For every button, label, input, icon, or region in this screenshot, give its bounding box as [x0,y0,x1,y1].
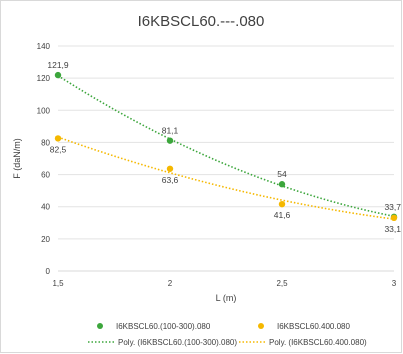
data-label: 54 [277,169,287,179]
y-tick-label: 80 [41,138,50,147]
y-tick-label: 40 [41,203,50,212]
trendlines [57,74,395,220]
data-point [278,200,286,208]
data-points [54,71,398,222]
trendline [57,74,395,218]
y-tick-label: 100 [37,106,51,115]
axis-ticks: 0 20 40 60 80 100 120 140 1,5 2 2,5 3 [37,42,397,288]
legend-marker [258,323,264,329]
gridlines [58,45,394,240]
data-point [166,165,174,172]
x-tick-label: 2,5 [276,279,288,288]
data-point [54,71,62,79]
x-tick-label: 3 [392,279,397,288]
y-tick-label: 0 [46,267,51,276]
y-tick-label: 60 [41,171,50,180]
legend-entry: Poly. (I6KBSCL60.(100-300).080) [118,338,237,347]
y-tick-label: 20 [41,235,50,244]
y-tick-label: 140 [37,42,51,51]
data-label: 82,5 [50,144,67,154]
x-tick-label: 2 [168,279,173,288]
data-point [278,181,286,188]
data-label: 41,6 [274,210,291,220]
data-point [54,135,62,142]
legend-entry: I6KBSCL60.400.080 [277,322,350,331]
data-label: 63,6 [162,175,179,185]
data-label: 33,7 [384,202,401,212]
data-point [166,137,174,144]
data-label: 121,9 [47,60,69,70]
data-label: 33,1 [384,224,401,234]
x-axis-label: L (m) [216,293,237,303]
data-labels: 121,9 81,1 54 33,7 82,5 63,6 41,6 33,1 [47,60,401,234]
trendline [57,136,395,220]
legend: I6KBSCL60.(100-300).080 I6KBSCL60.400.080… [88,322,367,347]
chart-title: I6KBSCL60.---.080 [138,13,265,30]
y-axis-label: F (daN/m) [12,138,22,179]
data-point [390,214,398,222]
x-tick-label: 1,5 [52,279,64,288]
legend-entry: Poly. (I6KBSCL60.400.080) [269,338,367,347]
data-label: 81,1 [162,126,179,136]
legend-marker [97,323,103,329]
y-tick-label: 120 [37,74,51,83]
legend-entry: I6KBSCL60.(100-300).080 [116,322,211,331]
